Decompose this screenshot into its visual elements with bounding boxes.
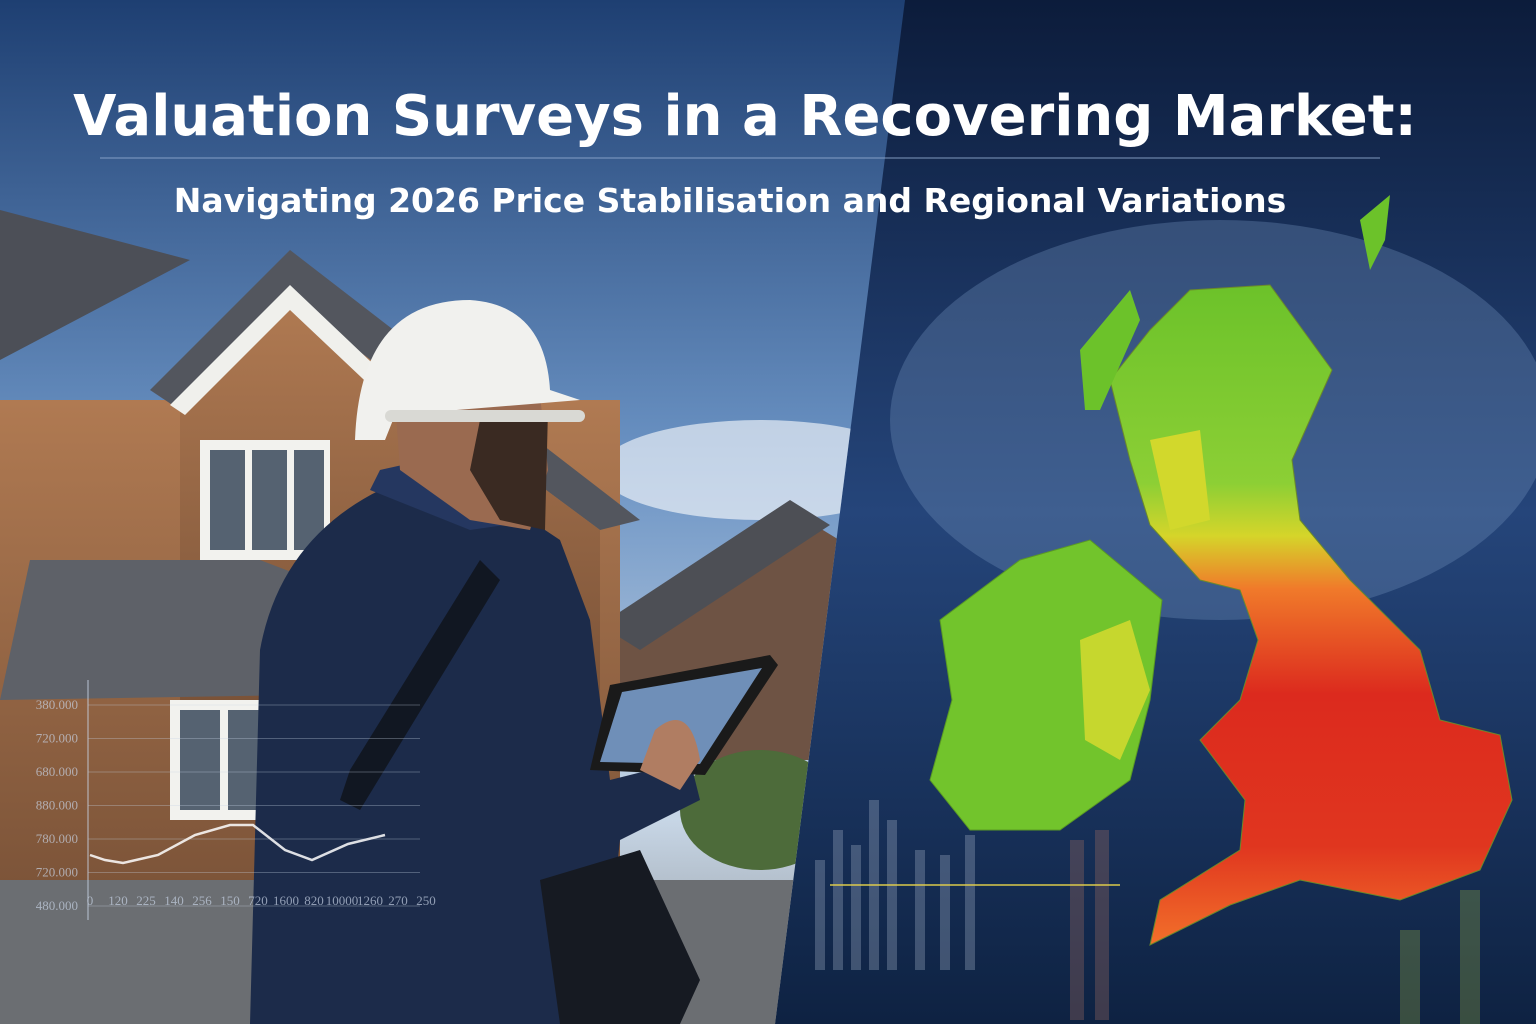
overlay-y-label: 720.000 [36, 731, 78, 746]
uk-map [929, 195, 1513, 946]
overlay-y-label: 480.000 [36, 898, 78, 913]
overlay-chart: 380.000 720.000 680.000 880.000 780.000 720.0… [36, 680, 436, 920]
overlay-line [89, 823, 386, 865]
overlay-x-label: 1600 [273, 893, 299, 908]
overlay-x-label: 1260 [357, 893, 383, 908]
title: Valuation Surveys in a Recovering Market… [73, 84, 1417, 149]
survey-scene [0, 0, 905, 1024]
overlay-x-label: 150 [220, 893, 240, 908]
overlay-x-label: 225 [136, 893, 156, 908]
overlay-x-label: 720 [248, 893, 268, 908]
overlay-x-label: 270 [388, 893, 408, 908]
overlay-y-label: 720.000 [36, 865, 78, 880]
overlay-x-label: 250 [416, 893, 436, 908]
overlay-x-label: 10000 [326, 893, 359, 908]
overlay-y-label: 680.000 [36, 764, 78, 779]
subtitle: Navigating 2026 Price Stabilisation and … [174, 181, 1286, 220]
overlay-x-label: 820 [304, 893, 324, 908]
overlay-y-label: 780.000 [36, 831, 78, 846]
overlay-x-label: 0 [87, 893, 94, 908]
overlay-y-label: 880.000 [36, 798, 78, 813]
overlay-y-label: 380.000 [36, 697, 78, 712]
overlay-x-label: 256 [192, 893, 212, 908]
overlay-x-label: 140 [164, 893, 184, 908]
overlay-x-label: 120 [108, 893, 128, 908]
